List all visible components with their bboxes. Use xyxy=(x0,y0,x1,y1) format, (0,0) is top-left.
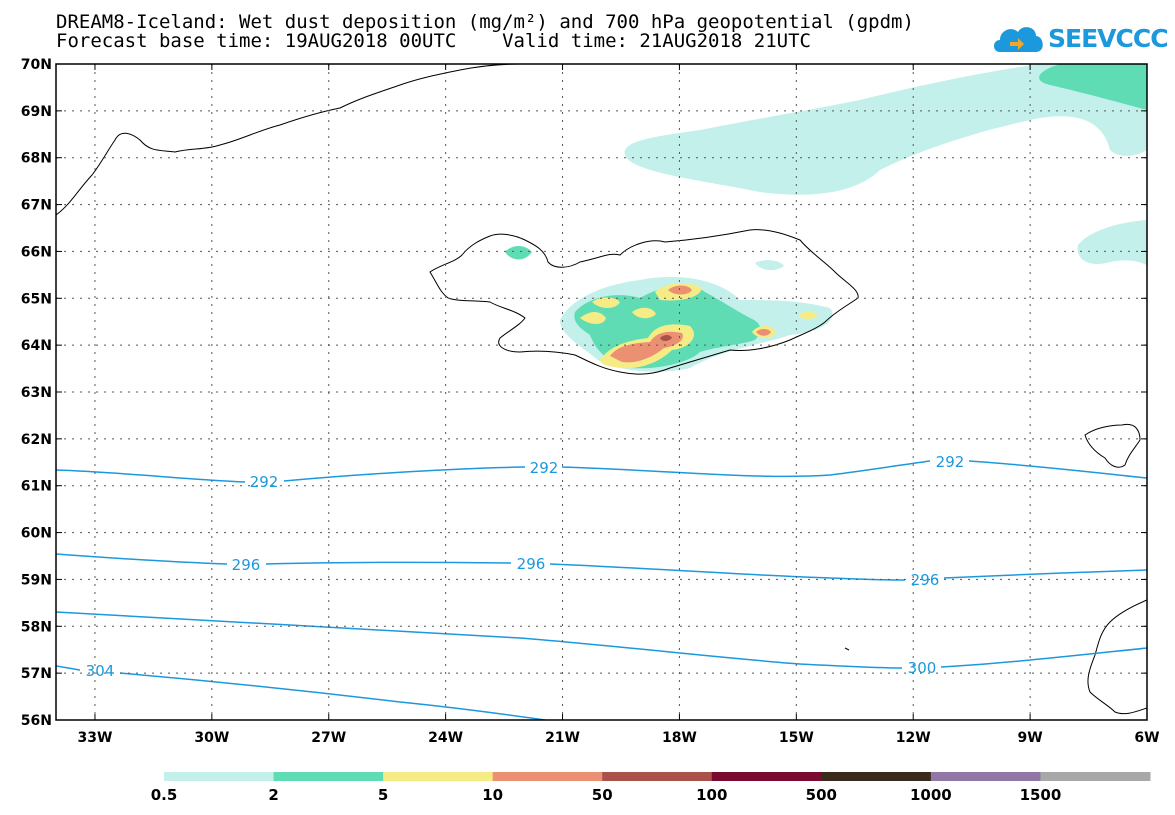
chart-subtitle: Forecast base time: 19AUG2018 00UTC Vali… xyxy=(56,30,811,52)
logo-text: SEEVCCC xyxy=(1048,24,1169,53)
graticule xyxy=(56,64,1147,720)
lat-tick-label: 66N xyxy=(21,244,52,260)
geopotential-contours xyxy=(56,460,1147,720)
lat-tick-label: 64N xyxy=(21,338,52,354)
dust-spot-yellow-3 xyxy=(632,307,656,319)
dust-patch-east xyxy=(1077,220,1147,265)
coastlines xyxy=(56,64,1147,715)
legend-label: 0.5 xyxy=(151,786,178,804)
dust-patch-northeast xyxy=(1039,64,1147,110)
lon-tick-label: 18W xyxy=(662,730,697,746)
contour-labels: 292 292 292 296 296 296 300 304 xyxy=(86,453,965,680)
chart-title: DREAM8-Iceland: Wet dust deposition (mg/… xyxy=(56,11,914,33)
dust-northeast-iceland xyxy=(755,260,784,271)
legend-label: 1000 xyxy=(910,786,952,804)
legend-swatch xyxy=(930,772,1041,781)
contour-label-304: 304 xyxy=(86,662,115,680)
legend-swatch xyxy=(164,772,275,781)
lat-tick-label: 59N xyxy=(21,572,52,588)
lon-tick-label: 33W xyxy=(77,730,112,746)
legend-swatch xyxy=(383,772,494,781)
latitude-axis: 70N 69N 68N 67N 66N 65N 64N 63N 62N 61N 60N 59N 58N 5… xyxy=(21,57,1147,729)
legend-label: 100 xyxy=(696,786,727,804)
iceland-coast xyxy=(429,229,859,375)
greenland-coast xyxy=(56,64,521,216)
faroe-islands xyxy=(1084,423,1141,468)
contour-label-296-b: 296 xyxy=(517,555,546,573)
lat-tick-label: 68N xyxy=(21,151,52,167)
lon-tick-label: 21W xyxy=(545,730,580,746)
legend-swatch xyxy=(602,772,713,781)
contour-292 xyxy=(56,460,1147,483)
contour-label-296-a: 296 xyxy=(232,556,261,574)
contour-296 xyxy=(56,553,1147,581)
dust-spot-yellow-1 xyxy=(580,312,606,324)
dust-spot-yellow-6 xyxy=(798,311,818,319)
lat-tick-label: 57N xyxy=(21,666,52,682)
legend-swatch xyxy=(273,772,384,781)
longitude-axis: 33W 30W 27W 24W 21W 18W 15W 12W 9W 6W xyxy=(77,64,1160,746)
contour-label-296-c: 296 xyxy=(911,571,940,589)
lat-tick-label: 56N xyxy=(21,713,52,729)
legend-swatch xyxy=(1040,772,1151,781)
lon-tick-label: 15W xyxy=(779,730,814,746)
legend-label: 5 xyxy=(378,786,388,804)
contour-label-292-a: 292 xyxy=(250,473,279,491)
lon-tick-label: 27W xyxy=(311,730,346,746)
lon-tick-label: 6W xyxy=(1134,730,1159,746)
dust-spot-yellow-2 xyxy=(592,297,620,308)
contour-300 xyxy=(56,611,1147,669)
lat-tick-label: 67N xyxy=(21,198,52,214)
color-legend: 0.5 2 5 10 50 100 500 1000 1500 xyxy=(151,772,1151,804)
seevccc-logo: SEEVCCC xyxy=(990,18,1169,58)
lon-tick-label: 24W xyxy=(428,730,463,746)
legend-label: 1500 xyxy=(1020,786,1062,804)
legend-label: 500 xyxy=(806,786,837,804)
legend-swatch xyxy=(711,772,822,781)
lat-tick-label: 60N xyxy=(21,526,52,542)
dust-spot-orange-1 xyxy=(668,285,692,295)
lat-tick-label: 62N xyxy=(21,432,52,448)
cloud-icon xyxy=(994,27,1043,52)
dust-deposition-field xyxy=(505,64,1147,372)
lon-tick-label: 9W xyxy=(1018,730,1043,746)
lon-tick-label: 12W xyxy=(896,730,931,746)
contour-label-292-b: 292 xyxy=(530,459,559,477)
lat-tick-label: 70N xyxy=(21,57,52,73)
legend-label: 10 xyxy=(482,786,503,804)
dust-spot-orange-2 xyxy=(756,329,771,336)
dust-westfjords xyxy=(505,246,532,260)
lat-tick-label: 65N xyxy=(21,291,52,307)
dust-south-peak xyxy=(660,335,672,341)
lat-tick-label: 69N xyxy=(21,104,52,120)
dust-band-north xyxy=(624,64,1147,195)
lat-tick-label: 63N xyxy=(21,385,52,401)
legend-label: 50 xyxy=(592,786,613,804)
lat-tick-label: 58N xyxy=(21,619,52,635)
legend-swatch xyxy=(492,772,603,781)
legend-label: 2 xyxy=(268,786,278,804)
lon-tick-label: 30W xyxy=(194,730,229,746)
lat-tick-label: 61N xyxy=(21,479,52,495)
rockall xyxy=(844,647,850,651)
contour-304 xyxy=(56,665,546,720)
contour-label-292-c: 292 xyxy=(936,453,965,471)
legend-swatch xyxy=(821,772,932,781)
scotland-coast xyxy=(1087,599,1147,715)
contour-label-300: 300 xyxy=(908,659,937,677)
